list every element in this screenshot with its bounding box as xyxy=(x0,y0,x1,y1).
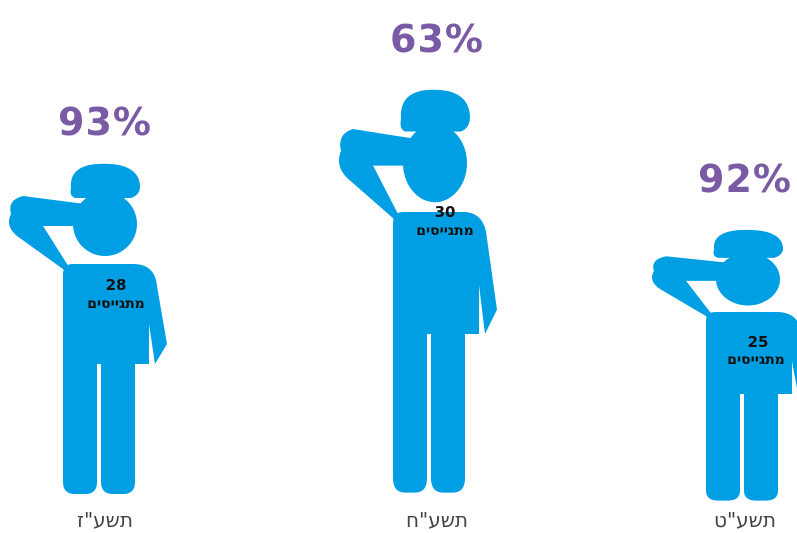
percent-label-1: 93% xyxy=(58,100,152,144)
soldier-figure-2 xyxy=(339,89,497,493)
figure-group-3: 92% 25 מתגייסים תשע"ט xyxy=(652,157,797,532)
year-label-3: תשע"ט xyxy=(714,508,776,532)
count-label-3: 25 xyxy=(748,333,769,351)
year-label-1: תשע"ז xyxy=(77,508,133,532)
figure-group-1: 93% 28 מתגייסים תשע"ז xyxy=(9,100,167,532)
count-unit-label-3: מתגייסים xyxy=(727,352,785,368)
percent-label-2: 63% xyxy=(390,17,484,61)
percent-label-3: 92% xyxy=(698,157,792,201)
count-unit-label-1: מתגייסים xyxy=(87,296,145,312)
count-label-1: 28 xyxy=(106,276,127,294)
year-label-2: תשע"ח xyxy=(406,508,468,532)
figure-group-2: 63% 30 מתגייסים תשע"ח xyxy=(339,17,497,532)
count-label-2: 30 xyxy=(435,203,456,221)
count-unit-label-2: מתגייסים xyxy=(416,223,474,239)
soldier-figure-1 xyxy=(9,163,167,495)
